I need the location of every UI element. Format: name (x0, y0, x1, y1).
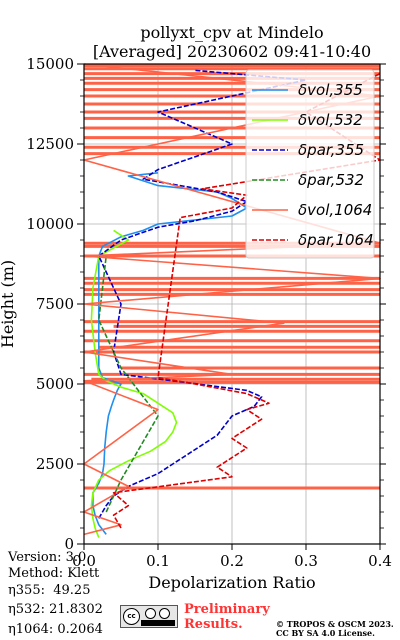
cc-icon: cc (123, 608, 140, 625)
legend-label: δpar,532 (298, 171, 364, 189)
y-tick-label: 0 (64, 535, 74, 553)
version-text: Version: 3.0 (8, 550, 87, 565)
x-tick-label: 0.3 (294, 552, 318, 570)
method-text: Method: Klett (8, 566, 100, 581)
sa-icon (159, 608, 170, 619)
copyright-text: © TROPOS & OSCM 2023. CC BY SA 4.0 Licen… (276, 619, 394, 638)
cc-license-badge: cc (120, 605, 178, 628)
legend-label: δpar,355 (298, 141, 364, 159)
y-tick-label: 2500 (36, 455, 74, 473)
eta532-text: η532: 21.8302 (8, 602, 103, 617)
chart-title-line2: [Averaged] 20230602 09:41-10:40 (93, 42, 371, 61)
chart-title-line1: pollyxt_cpv at Mindelo (140, 23, 323, 42)
x-tick-label: 0.2 (220, 552, 244, 570)
legend-box (245, 69, 375, 259)
legend-label: δvol,1064 (298, 201, 372, 219)
legend: δvol,355 δvol,532 δpar,355 δpar,532 δvol,106… (245, 69, 375, 259)
y-tick-label: 15000 (26, 55, 74, 73)
y-axis-label: Height (m) (0, 260, 17, 348)
y-tick-label: 12500 (26, 135, 74, 153)
preliminary-results-text: Preliminary Results. (184, 602, 270, 632)
series-line (98, 255, 159, 513)
eta1064-text: η1064: 0.2064 (8, 622, 103, 637)
x-tick-label: 0.0 (72, 552, 96, 570)
eta355-text: η355: 49.25 (8, 583, 91, 598)
legend-label: δvol,532 (298, 111, 363, 129)
series-line (112, 72, 381, 529)
series-line (90, 229, 178, 538)
license-bar (141, 620, 175, 626)
legend-label: δvol,355 (298, 81, 363, 99)
x-axis-label: Depolarization Ratio (148, 573, 315, 592)
axis-ticks: 0.0 0.1 0.2 0.3 0.4 0 2500 5000 7500 10000 12500 15… (26, 55, 392, 570)
x-tick-label: 0.4 (368, 552, 392, 570)
series-line (92, 172, 248, 535)
y-tick-label: 5000 (36, 375, 74, 393)
x-tick-label: 0.1 (146, 552, 170, 570)
y-tick-label: 7500 (36, 295, 74, 313)
legend-label: δpar,1064 (298, 231, 374, 249)
by-icon (145, 608, 156, 619)
y-tick-label: 10000 (26, 215, 74, 233)
